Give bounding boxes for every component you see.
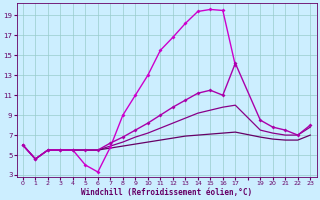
X-axis label: Windchill (Refroidissement éolien,°C): Windchill (Refroidissement éolien,°C) [81,188,252,197]
